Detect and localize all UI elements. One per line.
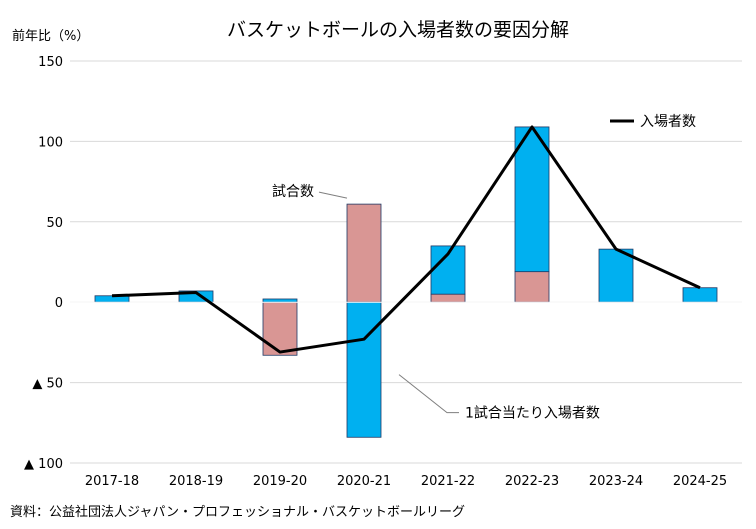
source-note: 資料：公益社団法人ジャパン・プロフェッショナル・バスケットボールリーグ xyxy=(10,504,465,520)
y-tick-label: 0 xyxy=(55,296,63,311)
annotation-leader xyxy=(318,191,348,199)
bar xyxy=(430,293,466,303)
x-tick-label: 2019-20 xyxy=(253,474,307,489)
legend: 入場者数 xyxy=(610,114,696,130)
y-tick-label: ▲ 50 xyxy=(32,377,63,392)
legend-label: 入場者数 xyxy=(640,114,696,130)
x-axis-ticks: 2017-18 2018-19 2019-20 2020-21 2021-22 2022-… xyxy=(85,474,727,489)
x-tick-label: 2021-22 xyxy=(421,474,475,489)
y-tick-label: 50 xyxy=(46,216,63,231)
bar xyxy=(682,287,718,303)
annotation-leader xyxy=(398,374,459,414)
annotation-label: 1試合当たり入場者数 xyxy=(465,406,600,422)
x-tick-label: 2023-24 xyxy=(589,474,643,489)
bars xyxy=(70,126,742,438)
x-tick-label: 2017-18 xyxy=(85,474,139,489)
y-tick-label: 100 xyxy=(38,135,63,150)
bar xyxy=(514,271,550,303)
x-tick-label: 2024-25 xyxy=(673,474,727,489)
y-tick-label: ▲ 100 xyxy=(24,457,63,472)
bar xyxy=(262,301,298,356)
y-axis-ticks: 150 100 50 0 ▲ 50 ▲ 100 xyxy=(24,55,63,472)
bar xyxy=(346,203,382,303)
annotation-label: 試合数 xyxy=(272,184,314,200)
line-series xyxy=(111,125,701,354)
x-tick-label: 2022-23 xyxy=(505,474,559,489)
bar xyxy=(598,248,634,303)
x-tick-label: 2020-21 xyxy=(337,474,391,489)
series-line xyxy=(111,125,701,354)
annotations: 試合数 1試合当たり入場者数 xyxy=(272,184,600,421)
chart-title: バスケットボールの入場者数の要因分解 xyxy=(227,19,569,41)
y-axis-label: 前年比（%） xyxy=(12,28,89,44)
bar xyxy=(514,126,550,273)
y-tick-label: 150 xyxy=(38,55,63,70)
bar xyxy=(346,301,382,438)
x-tick-label: 2018-19 xyxy=(169,474,223,489)
